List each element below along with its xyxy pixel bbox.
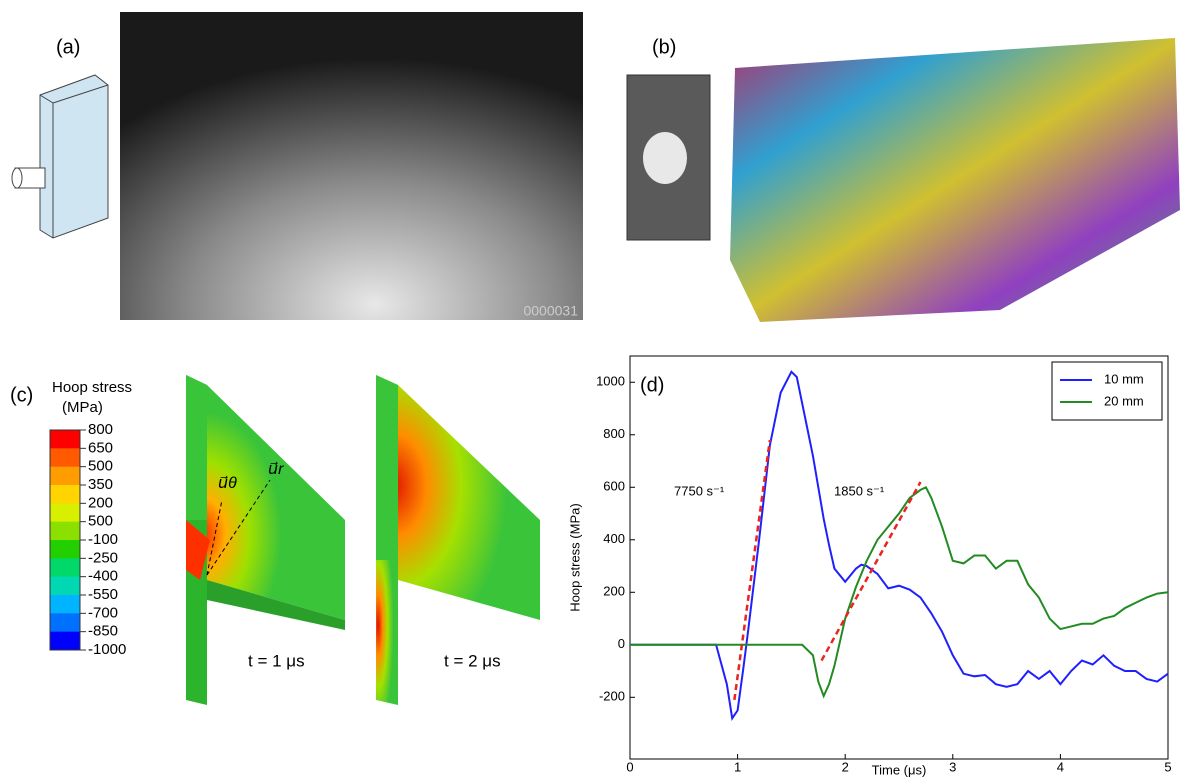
panel-label: (c) — [10, 384, 33, 406]
fragment-reconstruction — [730, 38, 1180, 322]
colorbar-label: 500 — [88, 513, 113, 530]
simulation-bar — [376, 560, 398, 705]
y-tick-label: 200 — [603, 584, 625, 599]
x-tick-label: 5 — [1164, 759, 1171, 774]
fit-label: 7750 s⁻¹ — [674, 483, 725, 498]
x-tick-label: 2 — [842, 759, 849, 774]
y-tick-label: 1000 — [596, 374, 625, 389]
simulation-edge — [207, 580, 345, 630]
line-chart: 0 1 2 3 4 5 -200 0 200 400 600 800 1000 Time (μs) Hoop… — [567, 355, 1172, 777]
colorbar-label: -700 — [88, 604, 118, 621]
legend-label: 10 mm — [1104, 371, 1144, 386]
x-tick-label: 0 — [626, 759, 633, 774]
colorbar-segment — [50, 430, 80, 449]
fit-label: 1850 s⁻¹ — [834, 483, 885, 498]
legend-box — [1051, 361, 1163, 421]
colorbar-segment — [50, 466, 80, 486]
colorbar-title: Hoop stress — [52, 379, 132, 396]
colorbar-unit: (MPa) — [62, 399, 103, 416]
colorbar-segment — [50, 540, 80, 559]
colorbar-label: 350 — [88, 476, 113, 493]
colorbar-label: 500 — [88, 458, 113, 475]
panel-label: (d) — [640, 374, 664, 396]
colorbar-segment — [50, 521, 80, 541]
colorbar-label: -400 — [88, 568, 118, 585]
x-tick-label: 3 — [949, 759, 956, 774]
line-series — [630, 485, 1169, 699]
colorbar-segment — [50, 503, 80, 523]
colorbar: 800650500350200500-100-250-400-550-700-8… — [49, 421, 126, 658]
panel-label: (b) — [652, 36, 676, 58]
simulation-plate — [376, 375, 540, 620]
colorbar-segment — [50, 485, 80, 504]
colorbar-label: 800 — [88, 421, 113, 438]
legend-label: 20 mm — [1104, 393, 1144, 408]
colorbar-label: -1000 — [88, 641, 126, 658]
vector-arrow — [206, 499, 223, 576]
y-tick-label: 800 — [603, 426, 625, 441]
photo-a — [120, 12, 583, 320]
x-axis-label: Time (μs) — [872, 762, 927, 777]
colorbar-segment — [50, 613, 80, 633]
vector-label: u⃗θ — [218, 475, 237, 492]
x-tick-label: 4 — [1057, 759, 1064, 774]
y-axis-label: Hoop stress (MPa) — [567, 503, 582, 611]
colorbar-label: -250 — [88, 549, 118, 566]
y-tick-label: -200 — [599, 689, 625, 704]
y-tick-label: 0 — [618, 636, 625, 651]
simulation-hotspot — [186, 520, 210, 580]
time-label: t = 2 μs — [444, 651, 501, 670]
colorbar-segment — [50, 558, 80, 578]
panel-label: (a) — [56, 36, 80, 58]
plate-edge — [52, 84, 109, 104]
colorbar-label: 200 — [88, 494, 113, 511]
fit-line — [733, 439, 772, 701]
vector-label: u⃗r — [268, 461, 284, 478]
y-tick-label: 600 — [603, 479, 625, 494]
colorbar-segment — [50, 576, 80, 596]
plot-area — [629, 355, 1169, 760]
line-series — [630, 370, 1169, 721]
x-tick-label: 1 — [734, 759, 741, 774]
plate-sketch — [39, 74, 109, 239]
colorbar-segment — [50, 595, 80, 614]
frame-counter: 0000031 — [523, 303, 578, 319]
colorbar-label: -550 — [88, 586, 118, 603]
projectile-end — [11, 167, 23, 189]
y-tick-label: 400 — [603, 531, 625, 546]
colorbar-segment — [50, 448, 80, 468]
simulation-plate — [186, 375, 345, 620]
fit-line — [820, 481, 922, 662]
specimen-projectile — [643, 132, 687, 184]
colorbar-label: -850 — [88, 623, 118, 640]
vector-arrow — [206, 479, 271, 576]
colorbar-label: 650 — [88, 439, 113, 456]
time-label: t = 1 μs — [248, 651, 305, 670]
colorbar-label: -100 — [88, 531, 118, 548]
colorbar-segment — [50, 631, 80, 651]
